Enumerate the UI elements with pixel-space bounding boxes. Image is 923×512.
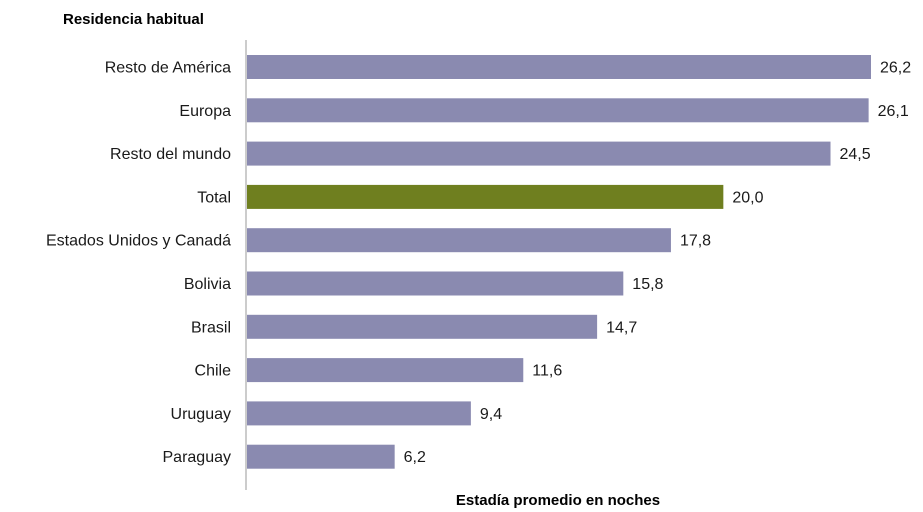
bar-7 <box>247 358 524 383</box>
y-axis-title: Residencia habitual <box>63 11 204 28</box>
bar-1 <box>247 98 869 123</box>
category-label: Total <box>197 189 231 206</box>
bar-0 <box>247 55 871 79</box>
category-label: Chile <box>195 363 232 380</box>
category-label: Resto de América <box>105 60 231 77</box>
bar-8 <box>247 401 471 426</box>
value-label: 6,2 <box>404 449 426 466</box>
category-label: Estados Unidos y Canadá <box>46 233 231 250</box>
category-label: Brasil <box>191 319 231 336</box>
category-label: Uruguay <box>171 406 231 423</box>
x-axis-title: Estadía promedio en noches <box>456 492 660 509</box>
bar-9 <box>247 444 395 469</box>
bar-4 <box>247 228 671 253</box>
bar-5 <box>247 271 624 296</box>
value-label: 20,0 <box>732 189 763 206</box>
value-label: 26,1 <box>878 103 909 120</box>
value-label: 24,5 <box>840 146 871 163</box>
bar-6 <box>247 314 598 339</box>
category-label: Paraguay <box>163 449 232 466</box>
bar-3 <box>247 184 724 209</box>
category-label: Europa <box>179 103 231 120</box>
category-label: Bolivia <box>184 276 231 293</box>
value-label: 26,2 <box>880 60 911 77</box>
category-label: Resto del mundo <box>110 146 231 163</box>
value-label: 11,6 <box>532 363 562 380</box>
bar-2 <box>247 141 831 166</box>
bars-group: Resto de América 26,2 Europa 26,1 Resto del … <box>46 55 911 469</box>
value-label: 15,8 <box>632 276 663 293</box>
value-label: 17,8 <box>680 233 711 250</box>
value-label: 9,4 <box>480 406 502 423</box>
value-label: 14,7 <box>606 319 637 336</box>
